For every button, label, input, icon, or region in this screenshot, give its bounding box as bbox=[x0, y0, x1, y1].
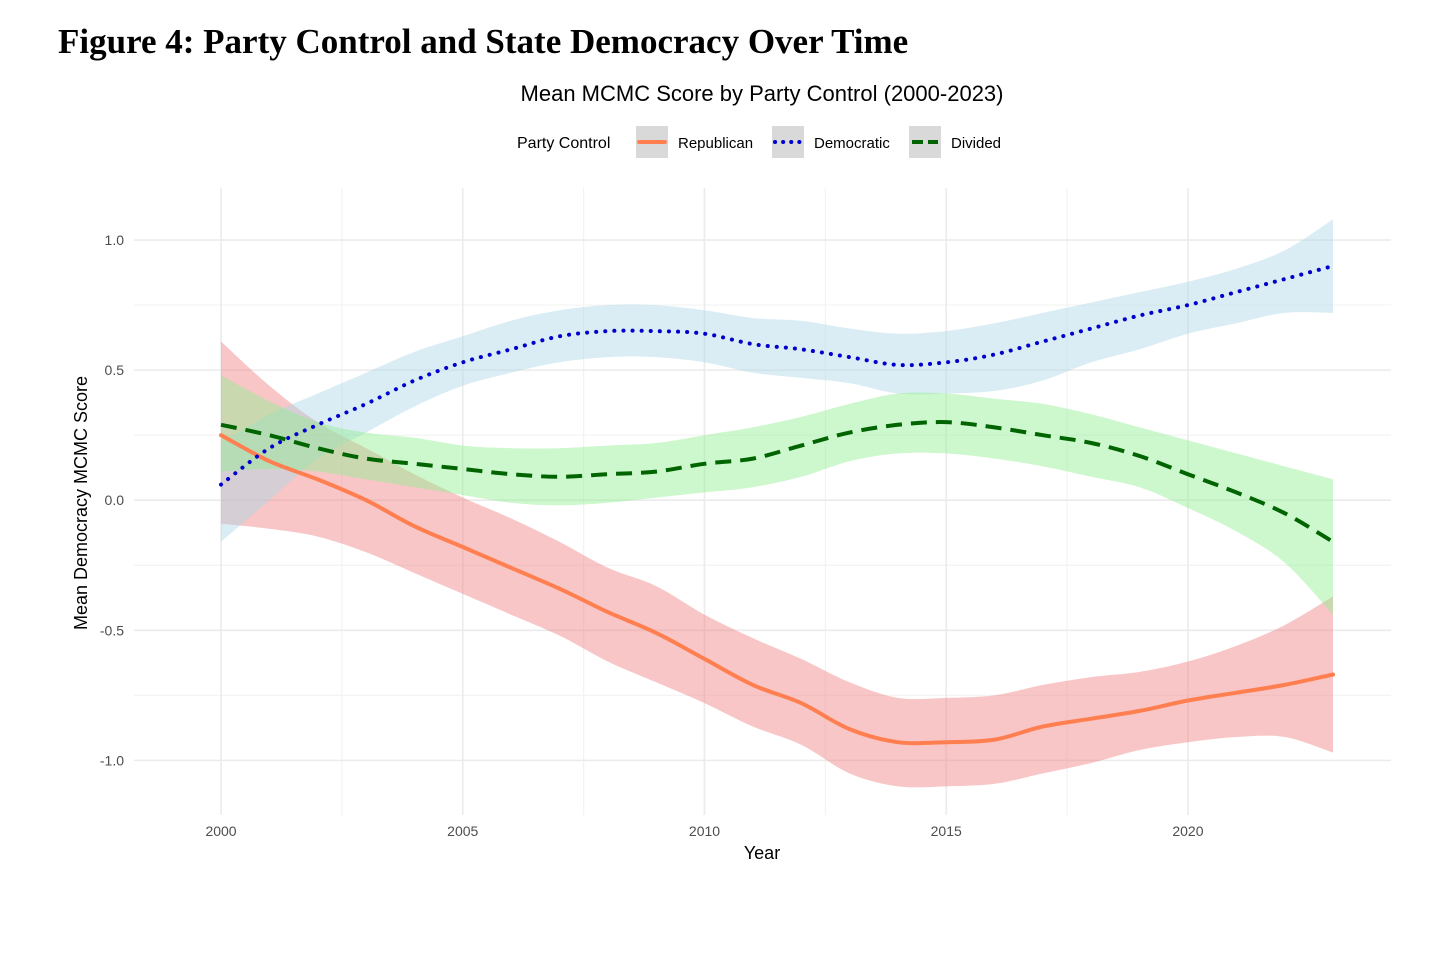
x-axis-ticks: 2000 2005 2010 2015 2020 bbox=[205, 823, 1203, 839]
legend-item-republican: Republican bbox=[636, 126, 753, 158]
y-tick-label: 0.0 bbox=[105, 492, 125, 508]
confidence-band-democratic bbox=[221, 219, 1333, 542]
series-line-democratic bbox=[219, 264, 1335, 487]
series-lines bbox=[219, 264, 1335, 746]
legend-title: Party Control bbox=[517, 135, 610, 152]
plot-area bbox=[134, 188, 1391, 815]
series-line-republican bbox=[219, 433, 1335, 746]
legend-label-divided: Divided bbox=[951, 135, 1001, 152]
legend-item-democratic: Democratic bbox=[772, 126, 890, 158]
x-tick-label: 2010 bbox=[689, 823, 720, 839]
confidence-bands bbox=[221, 219, 1333, 788]
legend: Party Control Republican Democratic Divide… bbox=[517, 126, 1001, 158]
y-tick-label: 1.0 bbox=[105, 232, 125, 248]
legend-label-democratic: Democratic bbox=[814, 135, 890, 152]
y-axis-label: Mean Democracy MCMC Score bbox=[71, 376, 91, 630]
y-tick-label: -1.0 bbox=[100, 752, 124, 768]
y-tick-label: 0.5 bbox=[105, 362, 125, 378]
legend-label-republican: Republican bbox=[678, 135, 753, 152]
x-tick-label: 2015 bbox=[931, 823, 962, 839]
x-axis-label: Year bbox=[744, 843, 780, 863]
series-line-divided bbox=[220, 420, 1335, 544]
y-tick-label: -0.5 bbox=[100, 622, 124, 638]
confidence-band-divided bbox=[221, 375, 1333, 615]
legend-item-divided: Divided bbox=[909, 126, 1001, 158]
x-tick-label: 2000 bbox=[205, 823, 236, 839]
figure-title: Figure 4: Party Control and State Democr… bbox=[58, 22, 909, 61]
confidence-band-republican bbox=[221, 341, 1333, 788]
y-axis-ticks: -1.0 -0.5 0.0 0.5 1.0 bbox=[100, 232, 124, 768]
legend-items: Republican Democratic Divided bbox=[636, 126, 1001, 158]
x-tick-label: 2005 bbox=[447, 823, 478, 839]
grid bbox=[134, 188, 1391, 815]
chart-title: Mean MCMC Score by Party Control (2000-2… bbox=[521, 81, 1004, 106]
x-tick-label: 2020 bbox=[1172, 823, 1203, 839]
